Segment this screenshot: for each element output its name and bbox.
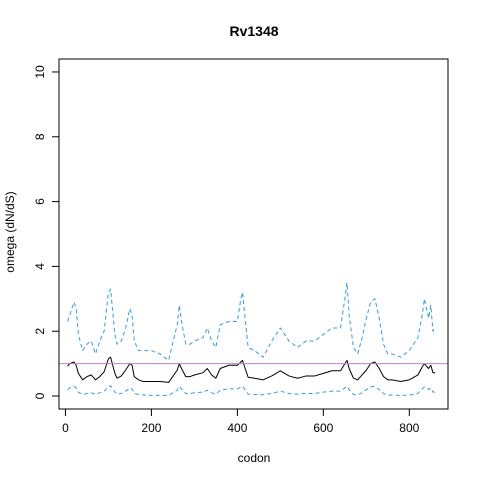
y-tick-label: 4 (33, 263, 47, 270)
x-tick-label: 600 (313, 421, 333, 435)
series-line-2 (67, 385, 436, 396)
x-tick-label: 800 (399, 421, 419, 435)
y-tick-label: 10 (33, 65, 47, 79)
series-line-0 (67, 282, 436, 361)
chart-title: Rv1348 (229, 23, 278, 39)
x-axis-label: codon (238, 451, 271, 465)
x-tick-label: 200 (141, 421, 161, 435)
y-tick-label: 6 (33, 198, 47, 205)
y-tick-label: 8 (33, 133, 47, 140)
x-tick-label: 0 (62, 421, 69, 435)
y-axis-label: omega (dN/dS) (3, 191, 17, 272)
plot-frame (58, 58, 449, 410)
series-line-1 (67, 356, 436, 383)
series-layer (67, 282, 436, 396)
y-tick-label: 0 (33, 392, 47, 399)
x-tick-label: 400 (227, 421, 247, 435)
y-tick-label: 2 (33, 328, 47, 335)
